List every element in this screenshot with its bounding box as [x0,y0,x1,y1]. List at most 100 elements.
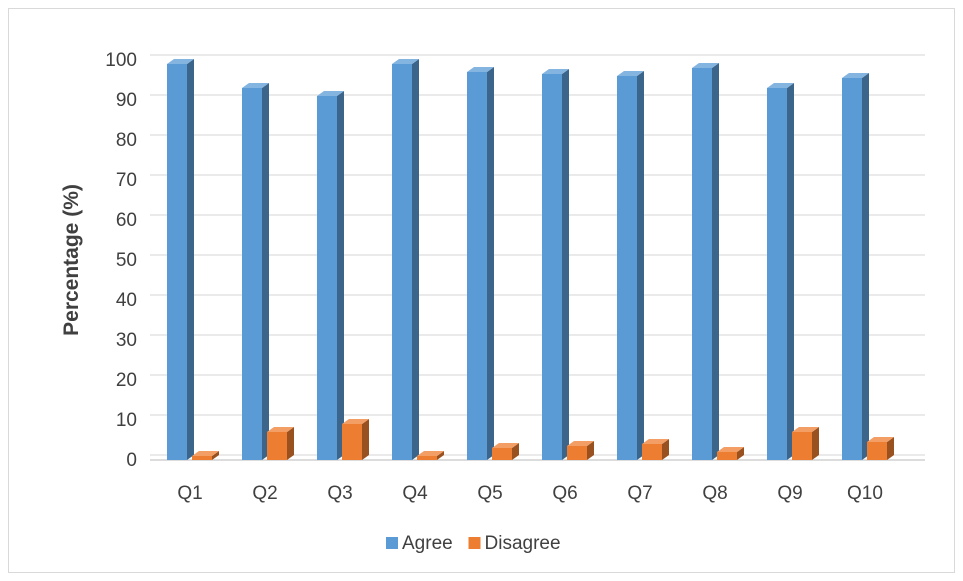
bar-disagree-q10 [867,437,894,460]
x-tick-label: Q1 [177,483,202,504]
bars [167,59,894,460]
bar-top [717,447,744,452]
bar-top [267,427,294,432]
y-tick-label: 30 [116,330,137,351]
bar-front [192,456,212,460]
bar-front [692,68,712,460]
bar-side [712,63,719,460]
bar-top [792,427,819,432]
y-tick-label: 10 [116,410,137,431]
bar-side [287,427,294,460]
y-tick-label: 0 [126,450,137,471]
bar-side [512,443,519,460]
bar-side [787,83,794,460]
bar-front [767,88,787,460]
bar-top [567,441,594,446]
bar-front [642,444,662,460]
bar-top [242,83,269,88]
bar-front [617,76,637,460]
bar-front [342,424,362,460]
y-axis-label: Percentage (%) [60,184,83,336]
bar-disagree-q3 [342,419,369,460]
y-tick-label: 80 [116,130,137,151]
bar-front [242,88,262,460]
bar-front [167,64,187,460]
bar-disagree-q6 [567,441,594,460]
bar-top [492,443,519,448]
bar-top [342,419,369,424]
bar-side [562,69,569,460]
bar-front [392,64,412,460]
bar-side [212,451,219,460]
bar-front [842,78,862,460]
bar-top [867,437,894,442]
bar-agree-q5 [467,67,494,460]
bar-top [692,63,719,68]
bar-disagree-q8 [717,447,744,460]
bar-disagree-q5 [492,443,519,460]
bar-side [412,59,419,460]
bar-disagree-q1 [192,451,219,460]
bar-disagree-q4 [417,451,444,460]
bar-front [792,432,812,460]
y-tick-label: 50 [116,250,137,271]
bar-disagree-q9 [792,427,819,460]
bar-side [887,437,894,460]
bar-agree-q6 [542,69,569,460]
bar-side [362,419,369,460]
bar-top [767,83,794,88]
bar-front [717,452,737,460]
x-tick-label: Q5 [477,483,502,504]
bar-side [262,83,269,460]
bar-front [467,72,487,460]
bar-agree-q2 [242,83,269,460]
bar-agree-q10 [842,73,869,460]
bar-top [467,67,494,72]
y-tick-label: 60 [116,210,137,231]
bar-front [267,432,287,460]
bar-front [317,96,337,460]
bar-side [337,91,344,460]
x-tick-label: Q4 [402,483,428,504]
bar-side [437,451,444,460]
bar-agree-q7 [617,71,644,460]
x-tick-label: Q10 [847,483,883,504]
bar-top [167,59,194,64]
bar-agree-q9 [767,83,794,460]
bar-side [662,439,669,460]
bar-side [862,73,869,460]
bar-top [542,69,569,74]
legend-swatch-disagree [468,537,481,549]
bar-front [867,442,887,460]
legend-swatch-agree [386,537,398,549]
bar-top [617,71,644,76]
y-axis-ticks: 0 10 20 30 40 50 60 70 80 90 100 [105,50,137,471]
x-tick-label: Q3 [327,483,352,504]
bar-top [642,439,669,444]
x-tick-label: Q7 [627,483,652,504]
x-tick-label: Q8 [702,483,727,504]
bar-side [187,59,194,460]
bar-agree-q4 [392,59,419,460]
y-tick-label: 20 [116,370,137,391]
bar-agree-q3 [317,91,344,460]
y-tick-label: 90 [116,90,137,111]
bar-top [417,451,444,456]
x-tick-label: Q2 [252,483,277,504]
legend-label-agree: Agree [402,533,453,554]
y-tick-label: 100 [105,50,137,71]
bar-disagree-q7 [642,439,669,460]
y-tick-label: 70 [116,170,137,191]
bar-front [492,448,512,460]
x-tick-label: Q6 [552,483,577,504]
bar-disagree-q2 [267,427,294,460]
bar-front [417,456,437,460]
bar-side [587,441,594,460]
bar-agree-q1 [167,59,194,460]
y-tick-label: 40 [116,290,137,311]
bar-front [567,446,587,460]
bar-top [317,91,344,96]
bar-top [192,451,219,456]
bar-top [392,59,419,64]
